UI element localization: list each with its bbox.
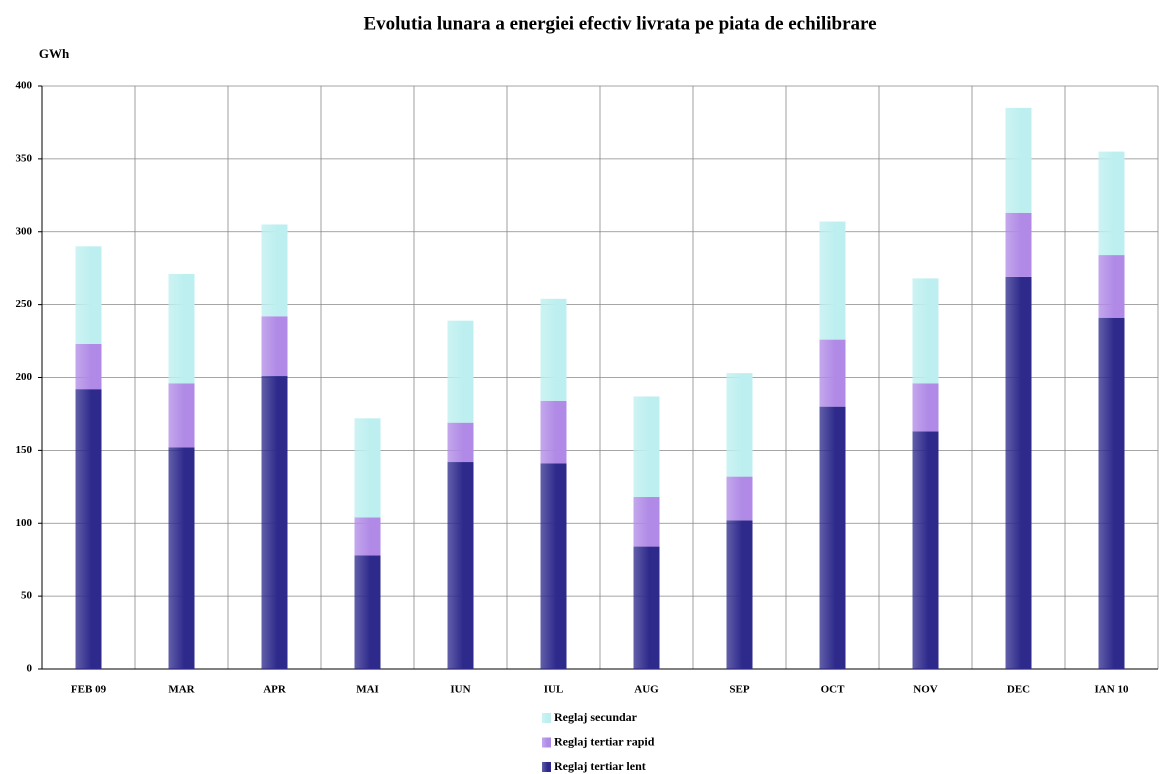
bar-segment <box>75 246 102 344</box>
bar-segment <box>354 418 381 518</box>
legend-label: Reglaj tertiar lent <box>554 759 646 773</box>
bar-segment <box>819 406 846 669</box>
bar-segment <box>819 339 846 407</box>
bar-segment <box>261 376 288 669</box>
bar-segment <box>1005 212 1032 277</box>
bar-segment <box>726 520 753 669</box>
x-tick-label: MAI <box>356 684 379 696</box>
x-tick-label: OCT <box>821 684 846 696</box>
bar-segment <box>1098 255 1125 318</box>
y-tick-label: 300 <box>16 225 33 237</box>
bar-segment <box>633 497 660 547</box>
bar-segment <box>354 555 381 669</box>
bar-segment <box>447 422 474 463</box>
y-tick-label: 200 <box>16 371 33 383</box>
bar-segment <box>540 400 567 464</box>
x-tick-label: DEC <box>1007 684 1030 696</box>
x-tick-label: FEB 09 <box>71 684 107 696</box>
bar-segment <box>168 447 195 669</box>
legend-swatch <box>542 762 551 772</box>
bar-segment <box>633 546 660 669</box>
bar-segment <box>75 389 102 669</box>
y-tick-label: 250 <box>16 298 33 310</box>
bar-segment <box>540 463 567 669</box>
y-tick-label: 150 <box>16 444 33 456</box>
x-tick-label: IUN <box>450 684 470 696</box>
bar-segment <box>726 373 753 477</box>
x-tick-label: NOV <box>913 684 938 696</box>
bar-segment <box>168 274 195 384</box>
bar-segment <box>261 316 288 377</box>
x-tick-label: IUL <box>544 684 564 696</box>
y-tick-label: 0 <box>27 663 33 675</box>
bar-segment <box>819 221 846 340</box>
y-tick-label: 350 <box>16 152 33 164</box>
bar-segment <box>75 343 102 390</box>
bar-segment <box>540 298 567 401</box>
y-tick-label: 100 <box>16 517 33 529</box>
bar-segment <box>726 476 753 521</box>
legend-swatch <box>542 737 551 748</box>
x-tick-label: MAR <box>168 684 195 696</box>
y-tick-label: 400 <box>16 80 33 92</box>
bar-segment <box>1098 151 1125 256</box>
bar-segment <box>912 278 939 384</box>
bar-segment <box>912 431 939 669</box>
x-tick-label: APR <box>263 684 287 696</box>
bar-segment <box>447 462 474 669</box>
bar-segment <box>354 517 381 556</box>
bar-segment <box>1005 107 1032 213</box>
bar-segment <box>912 383 939 432</box>
legend-label: Reglaj secundar <box>554 710 638 724</box>
y-tick-label: 50 <box>21 590 33 602</box>
legend-label: Reglaj tertiar rapid <box>554 734 655 748</box>
y-axis-label: GWh <box>39 46 70 61</box>
bar-segment <box>447 320 474 423</box>
x-tick-label: IAN 10 <box>1095 684 1129 696</box>
bar-segment <box>261 224 288 317</box>
x-tick-label: SEP <box>729 684 749 696</box>
legend-swatch <box>542 713 551 723</box>
x-tick-label: AUG <box>634 684 659 696</box>
bar-segment <box>633 396 660 498</box>
chart-title: Evolutia lunara a energiei efectiv livra… <box>363 13 876 34</box>
bar-segment <box>1005 276 1032 669</box>
bar-segment <box>168 383 195 448</box>
bar-segment <box>1098 317 1125 669</box>
